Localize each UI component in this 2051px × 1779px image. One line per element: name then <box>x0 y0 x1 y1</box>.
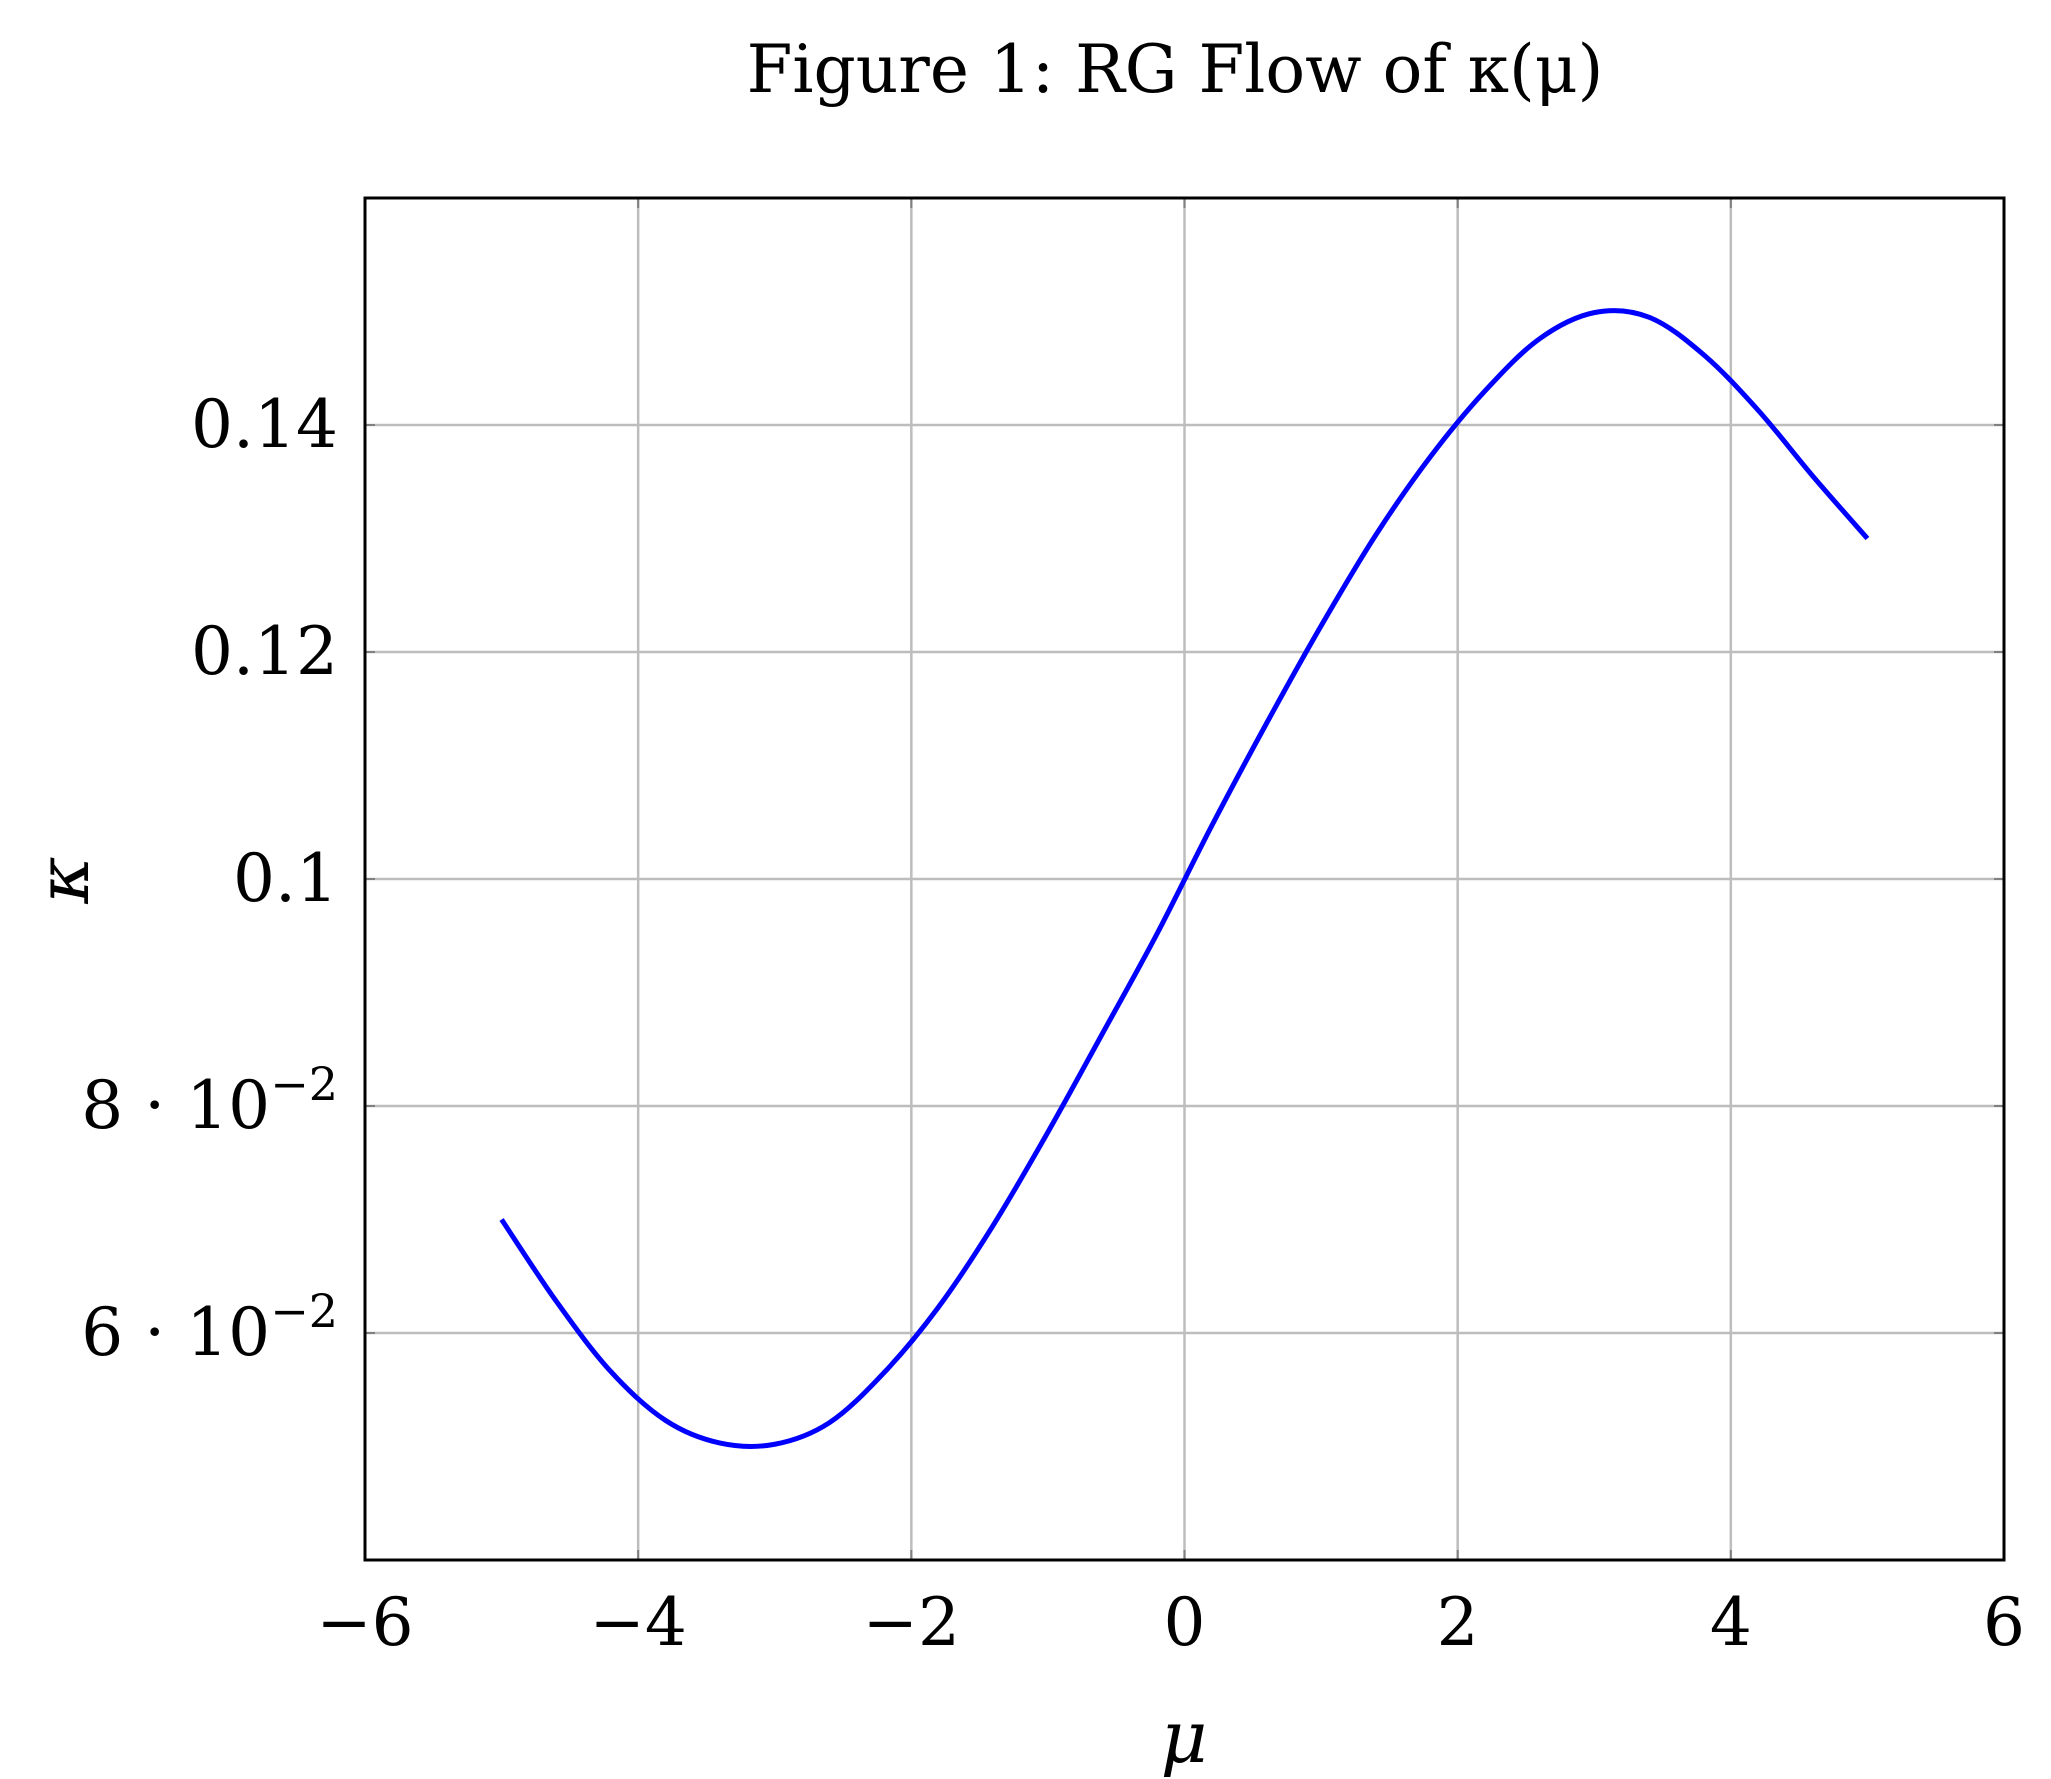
chart-title: Figure 1: RG Flow of κ(μ) <box>747 31 1604 108</box>
y-axis-label: κ <box>21 856 105 904</box>
x-tick-label: −2 <box>863 1584 960 1661</box>
x-tick-label: 0 <box>1164 1584 1206 1661</box>
y-tick-label: 8 · 10−2 <box>81 1057 338 1144</box>
x-axis-label: μ <box>1161 1695 1208 1779</box>
y-tick-label: 0.14 <box>191 386 338 463</box>
series-line-1 <box>499 308 1870 1449</box>
x-tick-label: −6 <box>316 1584 413 1661</box>
x-tick-label: 6 <box>1983 1584 2025 1661</box>
y-tick-labels: 6 · 10−2 8 · 10−2 0.1 0.12 0.14 <box>81 386 338 1371</box>
y-tick-label: 0.12 <box>191 613 338 690</box>
y-tick-label: 0.1 <box>233 840 338 917</box>
series-layer <box>499 308 1870 1449</box>
x-tick-label: −4 <box>590 1584 687 1661</box>
plot-frame <box>363 196 2006 1562</box>
x-tick-label: 2 <box>1437 1584 1479 1661</box>
x-tick-labels: −6 −4 −2 0 2 4 6 <box>316 1584 2025 1661</box>
x-tick-label: 4 <box>1710 1584 1752 1661</box>
y-tick-label: 6 · 10−2 <box>81 1284 338 1371</box>
